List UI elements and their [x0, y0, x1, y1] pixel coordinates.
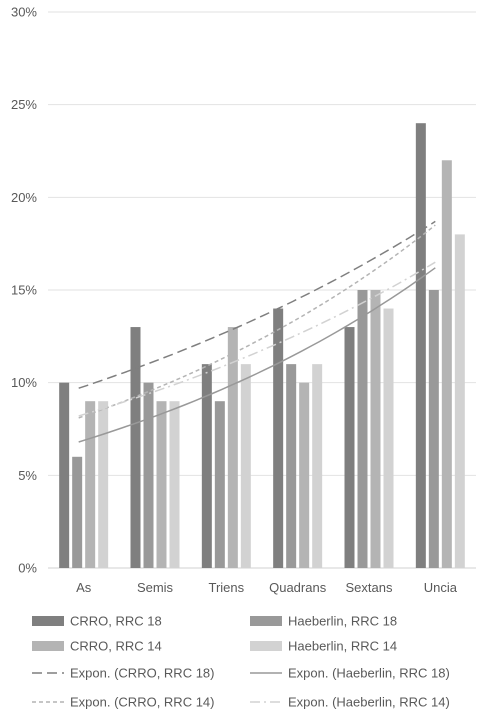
- trendline: [78, 261, 436, 417]
- trendline: [78, 224, 436, 419]
- legend-swatch: [250, 641, 282, 651]
- trendline: [78, 267, 436, 443]
- bar: [299, 382, 310, 568]
- bar: [72, 456, 83, 568]
- y-tick-label: 30%: [11, 5, 37, 20]
- bar: [227, 327, 238, 568]
- legend-swatch: [32, 641, 64, 651]
- x-tick-label: Triens: [209, 580, 245, 595]
- bar: [214, 401, 225, 568]
- x-tick-label: As: [76, 580, 92, 595]
- bar: [201, 364, 212, 568]
- trendlines: [78, 220, 436, 443]
- y-tick-label: 15%: [11, 283, 37, 298]
- x-tick-label: Uncia: [424, 580, 458, 595]
- bar: [273, 308, 284, 568]
- legend-label: Haeberlin, RRC 18: [288, 614, 397, 629]
- bar: [169, 401, 180, 568]
- trendline: [78, 220, 436, 389]
- legend-swatch: [250, 616, 282, 626]
- bar: [85, 401, 96, 568]
- bar: [344, 327, 355, 568]
- bar: [415, 123, 426, 568]
- bar: [130, 327, 141, 568]
- y-tick-label: 10%: [11, 375, 37, 390]
- bar: [59, 382, 70, 568]
- y-tick-label: 5%: [18, 468, 37, 483]
- legend: CRRO, RRC 18 Haeberlin, RRC 18 CRRO, RRC 1…: [32, 614, 450, 710]
- bar: [143, 382, 154, 568]
- x-tick-label: Quadrans: [269, 580, 327, 595]
- bar: [370, 290, 381, 568]
- legend-label: Expon. (Haeberlin, RRC 14): [288, 695, 450, 710]
- bar: [98, 401, 109, 568]
- x-tick-label: Sextans: [346, 580, 393, 595]
- x-tick-label: Semis: [137, 580, 174, 595]
- legend-label: Expon. (CRRO, RRC 14): [70, 695, 214, 710]
- legend-label: CRRO, RRC 18: [70, 614, 162, 629]
- bar: [428, 290, 439, 568]
- bar: [286, 364, 297, 568]
- bars: [59, 123, 465, 568]
- x-axis: As Semis Triens Quadrans Sextans Uncia: [76, 580, 458, 595]
- legend-swatch: [32, 616, 64, 626]
- bar: [240, 364, 251, 568]
- bar: [383, 308, 394, 568]
- legend-label: Expon. (CRRO, RRC 18): [70, 666, 214, 681]
- y-axis: 0% 5% 10% 15% 20% 25% 30%: [11, 5, 37, 576]
- bar: [156, 401, 167, 568]
- bar: [454, 234, 465, 568]
- bar: [441, 160, 452, 568]
- bar: [357, 290, 368, 568]
- legend-label: Haeberlin, RRC 14: [288, 639, 397, 654]
- legend-label: Expon. (Haeberlin, RRC 18): [288, 666, 450, 681]
- bar: [312, 364, 323, 568]
- y-tick-label: 25%: [11, 97, 37, 112]
- y-tick-label: 20%: [11, 190, 37, 205]
- y-tick-label: 0%: [18, 561, 37, 576]
- legend-label: CRRO, RRC 14: [70, 639, 162, 654]
- gridlines: [48, 11, 476, 569]
